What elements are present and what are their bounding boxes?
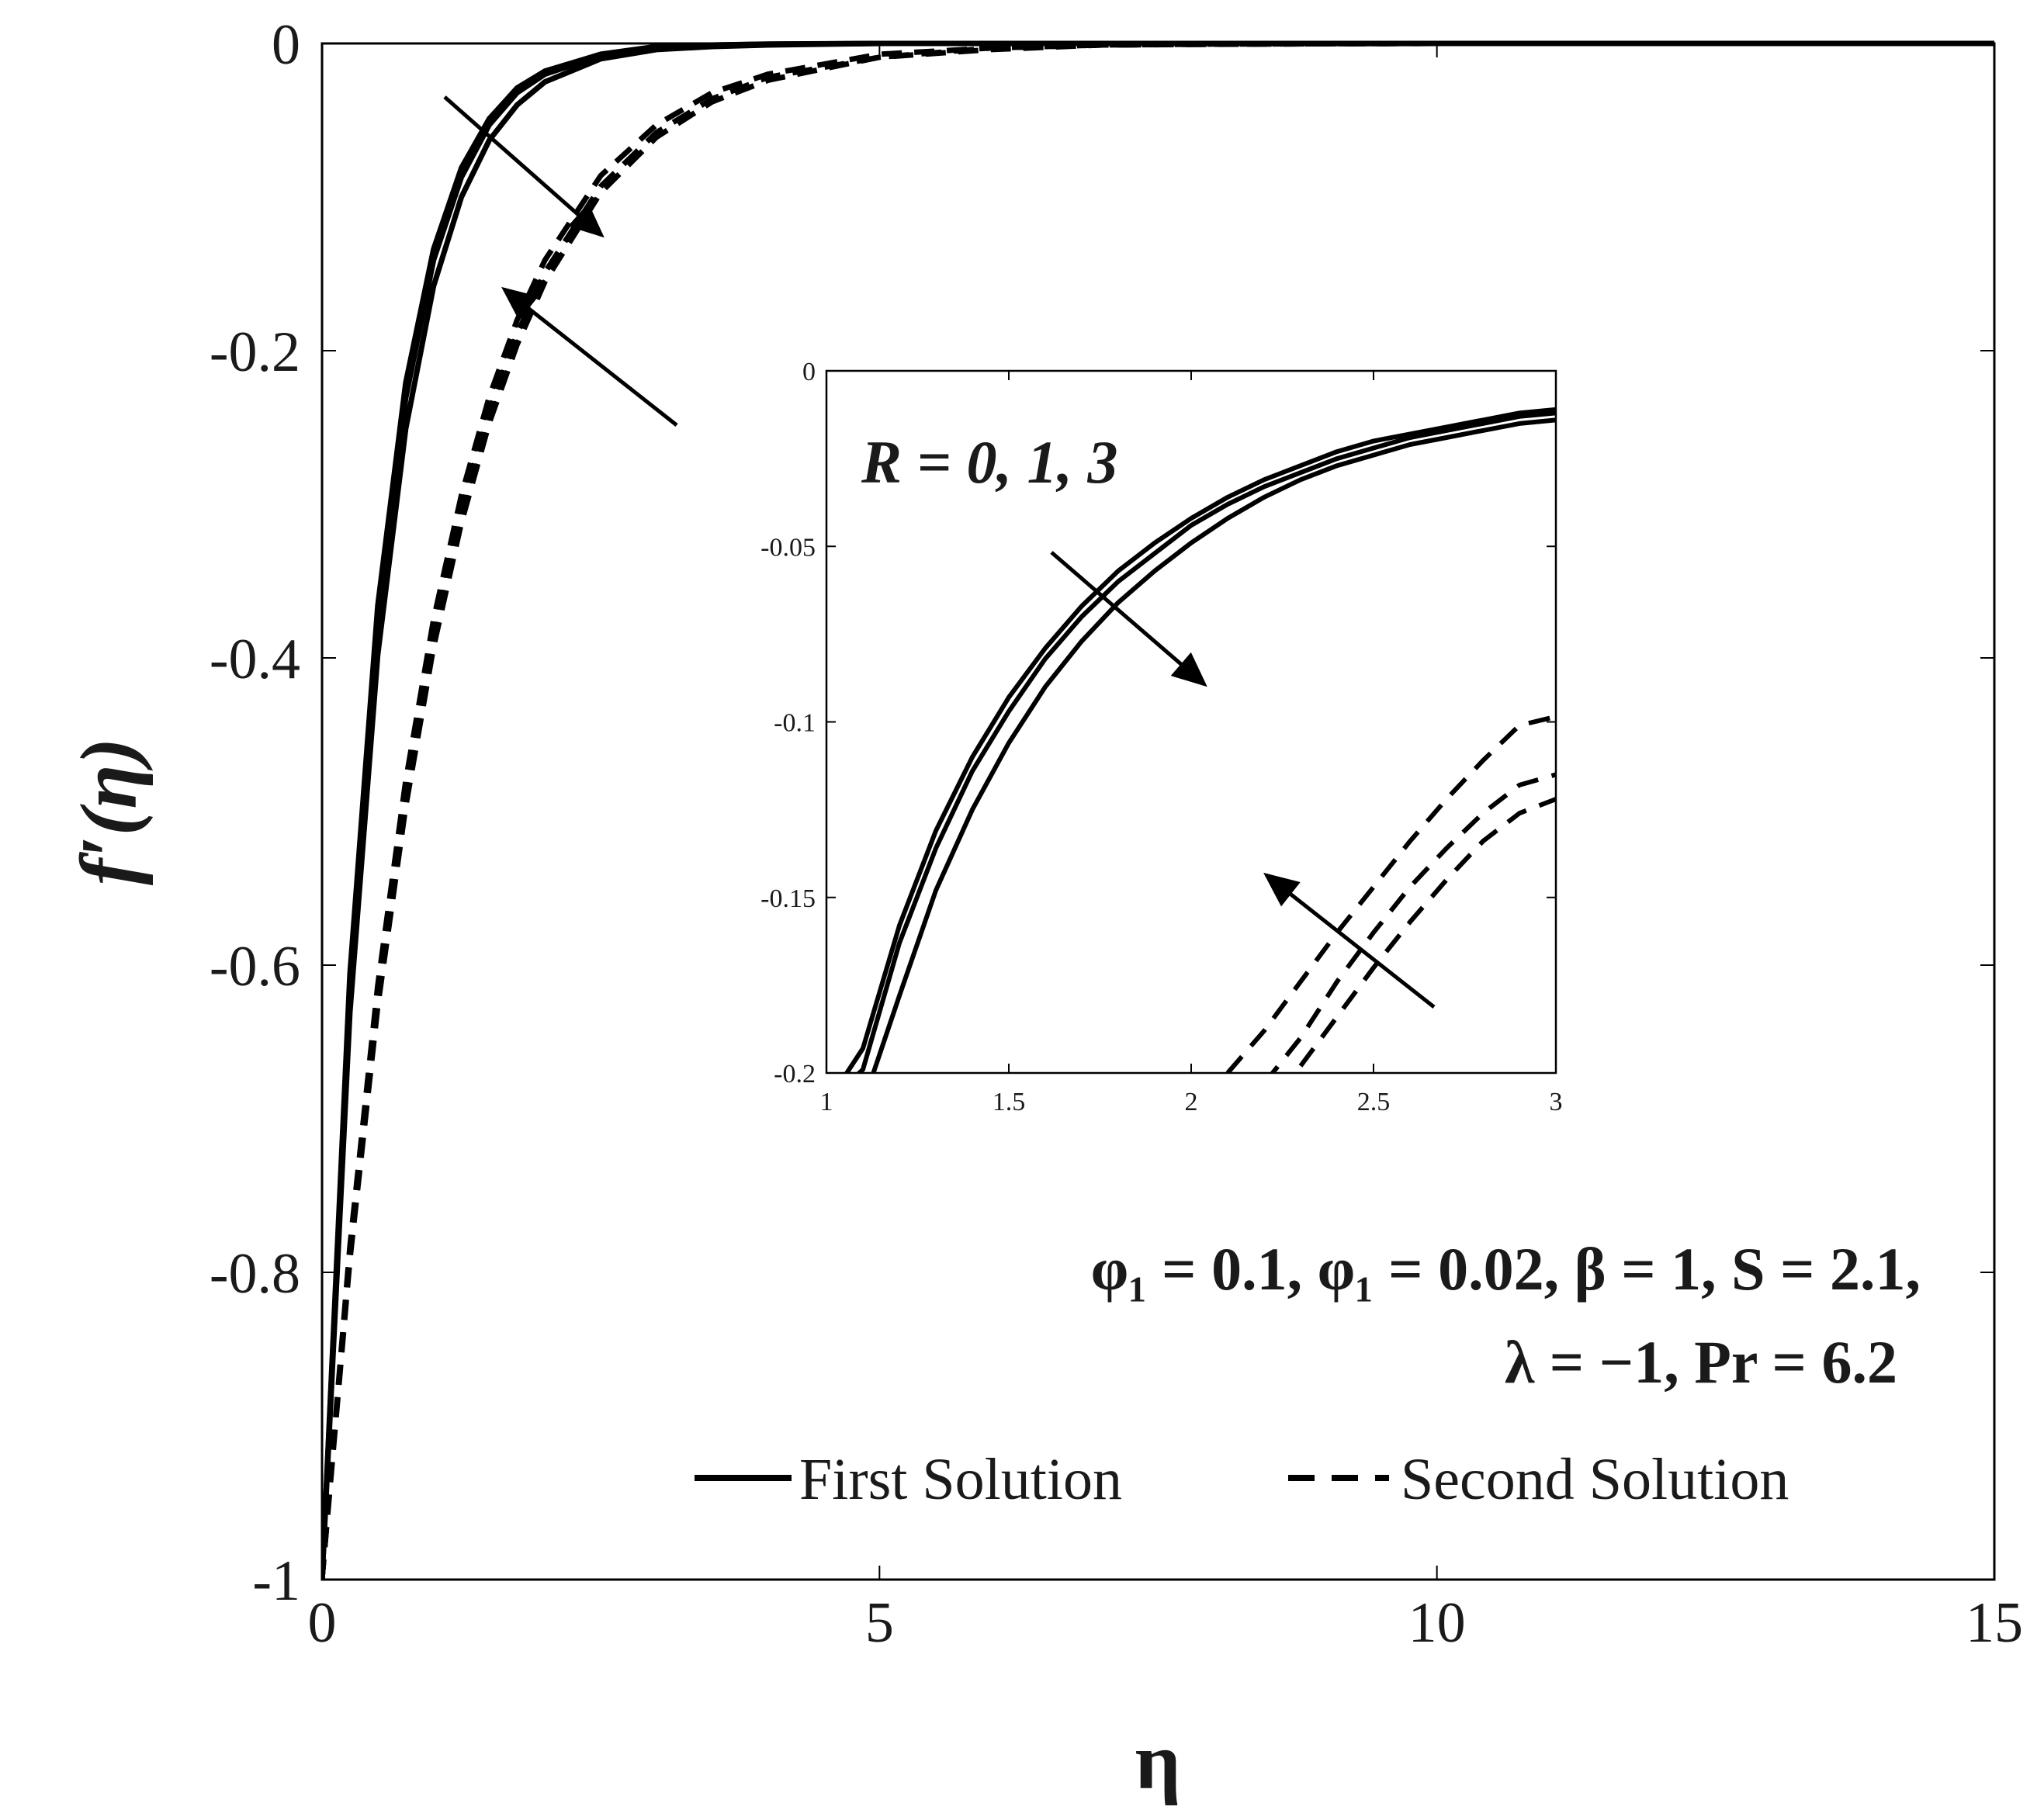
main-series-line-second-solution: [322, 40, 1994, 1580]
inset-arrow-down-right: [1050, 551, 1207, 687]
inset-plot: 1 1.5 2 2.5 3 0 -0.05 -0.1 -0.15 -0.2 R = 0, 1, …: [760, 358, 1562, 1116]
inset-y-ticks: 0 -0.05 -0.1 -0.15 -0.2: [760, 358, 1556, 1088]
main-plot: 0 5 10 15 0-0.2-0.4-0.6-0.8-1 η f′(η) φ₁ = …: [64, 13, 2023, 1806]
inset-r-annotation: R = 0, 1, 3: [861, 428, 1117, 496]
legend-second-solution-label: Second Solution: [1401, 1447, 1789, 1512]
inset-x-tick-label: 1: [820, 1088, 833, 1116]
inset-x-tick-label: 2: [1185, 1088, 1198, 1116]
main-arrow-down-right: [443, 95, 605, 238]
inset-series-line-first-solution: [855, 410, 1556, 1073]
inset-series-line-second-solution: [1225, 714, 1556, 1073]
main-y-tick-label: -0.6: [210, 935, 300, 998]
parameter-annotation-line1: φ₁ = 0.1, φ₁ = 0.02, β = 1, S = 2.1,: [1091, 1235, 1921, 1303]
inset-x-tick-label: 1.5: [993, 1088, 1026, 1116]
inset-series-line-second-solution: [1298, 797, 1556, 1068]
main-y-axis-title: f′(η): [64, 738, 154, 885]
inset-y-tick-label: -0.15: [760, 884, 816, 913]
legend: First Solution Second Solution: [695, 1447, 1789, 1512]
inset-x-tick-label: 2.5: [1357, 1088, 1391, 1116]
main-y-tick-label: -0.2: [210, 320, 300, 384]
main-x-tick-label: 15: [1966, 1591, 2023, 1655]
inset-plot-background: [825, 369, 1557, 1075]
inset-arrow-up-left: [1263, 872, 1436, 1009]
main-y-tick-label: -1: [252, 1549, 300, 1613]
inset-y-tick-label: -0.05: [760, 533, 816, 562]
inset-y-tick-label: -0.1: [774, 709, 816, 738]
main-y-tick-label: 0: [272, 13, 300, 77]
inset-series-line-first-solution: [871, 417, 1556, 1073]
inset-series-lines: [844, 407, 1556, 1073]
main-arrow-up-left: [501, 286, 678, 427]
inset-x-tick-label: 3: [1550, 1088, 1563, 1116]
inset-x-ticks: 1 1.5 2 2.5 3: [820, 371, 1563, 1116]
main-series-lines: [322, 40, 1994, 1580]
main-y-ticks: 0 -0.2 -0.4 -0.6 -0.8 -1: [210, 13, 1994, 1613]
inset-series-line-second-solution: [1270, 772, 1556, 1073]
main-y-tick-label: -0.8: [210, 1242, 300, 1306]
inset-y-tick-label: -0.2: [774, 1060, 816, 1088]
inset-series-line-first-solution: [844, 407, 1556, 1073]
parameter-annotation-line2: λ = −1, Pr = 6.2: [1505, 1328, 1897, 1396]
main-y-tick-label: -0.4: [210, 628, 300, 691]
main-x-tick-label: 5: [865, 1591, 894, 1655]
main-x-axis-title: η: [1135, 1717, 1180, 1806]
main-x-tick-label: 0: [308, 1591, 337, 1655]
main-x-tick-label: 10: [1408, 1591, 1466, 1655]
inset-y-tick-label: 0: [802, 358, 816, 386]
legend-first-solution-label: First Solution: [799, 1447, 1122, 1512]
